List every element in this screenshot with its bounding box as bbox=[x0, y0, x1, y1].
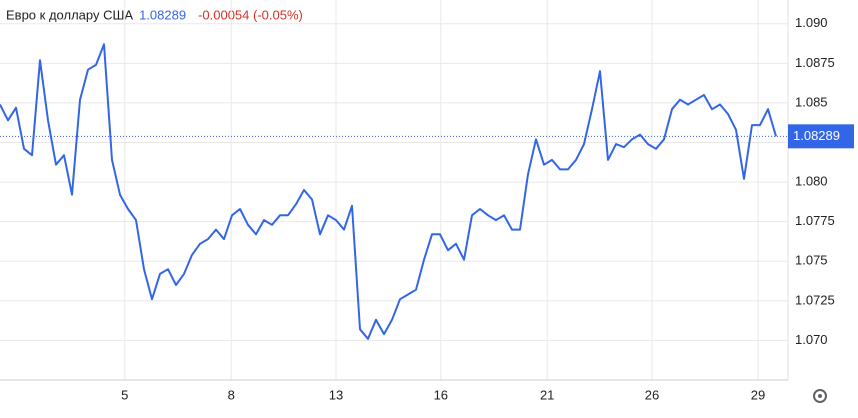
x-tick-label: 26 bbox=[645, 387, 659, 402]
last-price: 1.08289 bbox=[139, 7, 186, 22]
x-tick-label: 13 bbox=[329, 387, 343, 402]
chart-title: Евро к доллару США bbox=[6, 7, 133, 22]
gear-hub bbox=[818, 394, 822, 398]
y-tick-label: 1.085 bbox=[795, 94, 828, 109]
y-tick-label: 1.075 bbox=[795, 253, 828, 268]
y-tick-label: 1.0775 bbox=[795, 213, 835, 228]
y-tick-label: 1.090 bbox=[795, 15, 828, 30]
x-tick-label: 8 bbox=[228, 387, 235, 402]
y-tick-label: 1.0875 bbox=[795, 55, 835, 70]
price-change: -0.00054 (-0.05%) bbox=[198, 7, 303, 22]
y-tick-label: 1.070 bbox=[795, 332, 828, 347]
y-tick-label: 1.080 bbox=[795, 174, 828, 189]
x-tick-label: 5 bbox=[121, 387, 128, 402]
x-tick-label: 16 bbox=[434, 387, 448, 402]
x-tick-label: 29 bbox=[751, 387, 765, 402]
price-line bbox=[0, 43, 777, 340]
settings-icon[interactable] bbox=[813, 389, 827, 403]
last-price-box bbox=[788, 124, 854, 149]
last-price-label: 1.08289 bbox=[793, 128, 840, 143]
y-tick-label: 1.0725 bbox=[795, 292, 835, 307]
gear-ring bbox=[813, 389, 827, 403]
x-tick-label: 21 bbox=[540, 387, 554, 402]
